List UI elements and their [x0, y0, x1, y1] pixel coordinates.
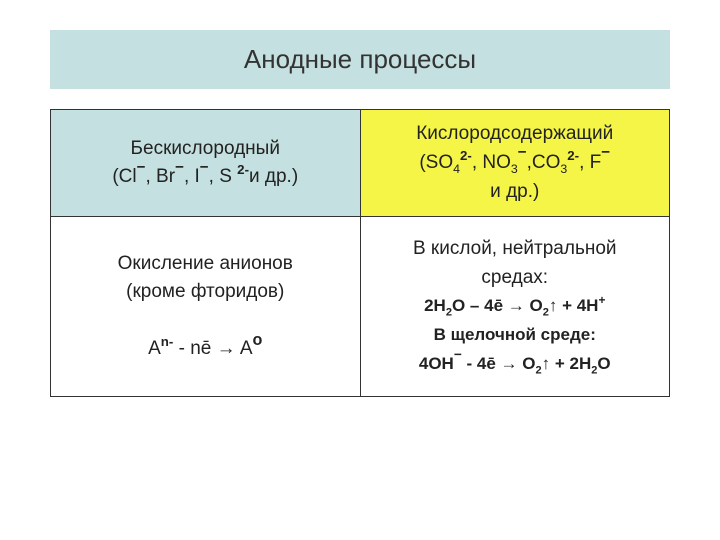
- title-bar: Анодные процессы: [50, 30, 670, 89]
- anoxic-label: Бескислородный: [131, 138, 280, 159]
- oxygen-equation-1: 2H2O – 4ē → O2↑ + 4H+: [424, 296, 605, 315]
- oxygen-medium-2: В щелочной среде:: [434, 325, 596, 344]
- body-cell-oxygen: В кислой, нейтральной средах: 2H2O – 4ē …: [360, 217, 670, 397]
- header-cell-anoxic: Бескислородный (Cl−, Br−, I−, S 2-и др.): [51, 110, 361, 217]
- processes-table: Бескислородный (Cl−, Br−, I−, S 2-и др.)…: [50, 109, 670, 397]
- table-body-row: Окисление анионов (кроме фторидов) An- -…: [51, 217, 670, 397]
- oxygen-equation-2: 4OH− - 4ē → O2↑ + 2H2O: [419, 354, 611, 373]
- oxygen-formula: (SO42-, NO3−,CO32-, F−: [419, 152, 610, 173]
- oxygen-desc-1: В кислой, нейтральной: [413, 238, 617, 259]
- anoxic-equation: An- - nē → Ao: [148, 338, 262, 359]
- table-header-row: Бескислородный (Cl−, Br−, I−, S 2-и др.)…: [51, 110, 670, 217]
- anoxic-desc-1: Окисление анионов: [118, 253, 293, 274]
- page-title: Анодные процессы: [50, 44, 670, 75]
- oxygen-label: Кислородсодержащий: [416, 123, 613, 144]
- oxygen-desc-2: средах:: [481, 267, 548, 288]
- oxygen-etc: и др.): [490, 181, 539, 202]
- anoxic-formula: (Cl−, Br−, I−, S 2-и др.): [112, 166, 298, 187]
- header-cell-oxygen: Кислородсодержащий (SO42-, NO3−,CO32-, F…: [360, 110, 670, 217]
- body-cell-anoxic: Окисление анионов (кроме фторидов) An- -…: [51, 217, 361, 397]
- anoxic-desc-2: (кроме фторидов): [126, 281, 284, 302]
